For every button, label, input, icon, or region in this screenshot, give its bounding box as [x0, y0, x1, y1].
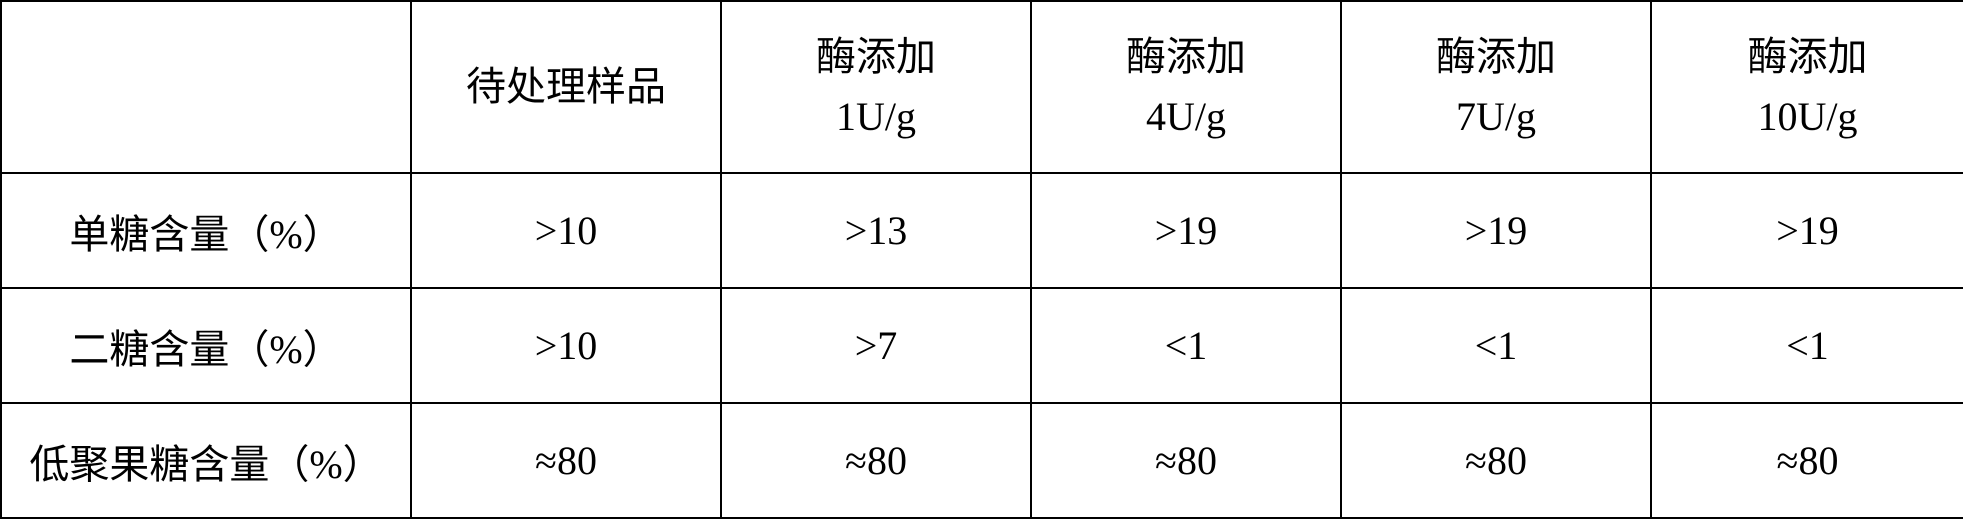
- cell: >7: [721, 288, 1031, 403]
- cell: >10: [411, 288, 721, 403]
- header-cell-enzyme-10: 酶添加 10U/g: [1651, 1, 1963, 173]
- row-label-disaccharide: 二糖含量（%）: [1, 288, 411, 403]
- header-cell-blank: [1, 1, 411, 173]
- cell: >19: [1031, 173, 1341, 288]
- cell: <1: [1341, 288, 1651, 403]
- header-row: 待处理样品 酶添加 1U/g 酶添加 4U/g 酶添加 7U/g 酶添加 10U…: [1, 1, 1963, 173]
- cell: <1: [1031, 288, 1341, 403]
- cell: <1: [1651, 288, 1963, 403]
- cell: ≈80: [1651, 403, 1963, 518]
- cell: >10: [411, 173, 721, 288]
- cell: ≈80: [1341, 403, 1651, 518]
- data-table: 待处理样品 酶添加 1U/g 酶添加 4U/g 酶添加 7U/g 酶添加 10U…: [0, 0, 1963, 519]
- table-row: 二糖含量（%） >10 >7 <1 <1 <1: [1, 288, 1963, 403]
- cell: >19: [1651, 173, 1963, 288]
- header-label-line2: 4U/g: [1032, 87, 1340, 147]
- header-cell-enzyme-1: 酶添加 1U/g: [721, 1, 1031, 173]
- header-cell-enzyme-4: 酶添加 4U/g: [1031, 1, 1341, 173]
- header-label-line2: 1U/g: [722, 87, 1030, 147]
- header-label: 待处理样品: [466, 64, 666, 109]
- cell: ≈80: [721, 403, 1031, 518]
- cell: ≈80: [411, 403, 721, 518]
- table-row: 单糖含量（%） >10 >13 >19 >19 >19: [1, 173, 1963, 288]
- header-cell-sample: 待处理样品: [411, 1, 721, 173]
- row-label-monosaccharide: 单糖含量（%）: [1, 173, 411, 288]
- header-label-line1: 酶添加: [722, 27, 1030, 87]
- cell: >13: [721, 173, 1031, 288]
- header-cell-enzyme-7: 酶添加 7U/g: [1341, 1, 1651, 173]
- cell: >19: [1341, 173, 1651, 288]
- cell: ≈80: [1031, 403, 1341, 518]
- row-label-fos: 低聚果糖含量（%）: [1, 403, 411, 518]
- header-label-line2: 10U/g: [1652, 87, 1963, 147]
- header-label-line2: 7U/g: [1342, 87, 1650, 147]
- header-label-line1: 酶添加: [1652, 27, 1963, 87]
- header-label-line1: 酶添加: [1032, 27, 1340, 87]
- data-table-container: 待处理样品 酶添加 1U/g 酶添加 4U/g 酶添加 7U/g 酶添加 10U…: [0, 0, 1963, 510]
- header-label-line1: 酶添加: [1342, 27, 1650, 87]
- table-row: 低聚果糖含量（%） ≈80 ≈80 ≈80 ≈80 ≈80: [1, 403, 1963, 518]
